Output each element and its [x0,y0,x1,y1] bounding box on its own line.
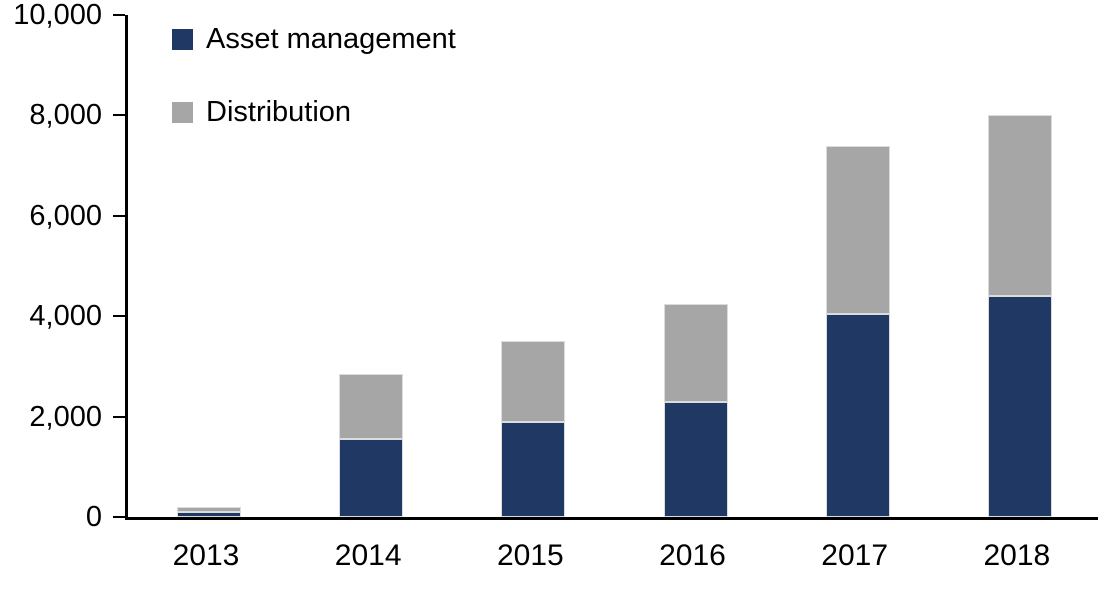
x-tick-label-2016: 2016 [659,539,726,572]
y-tick-mark [113,315,125,318]
bar-2017-distribution [825,145,890,314]
y-tick-mark [113,14,125,16]
y-tick-label: 10,000 [13,0,102,31]
bar-2015-asset-management [501,421,566,517]
x-tick-label-2014: 2014 [334,539,402,572]
legend-label-distribution: Distribution [206,96,352,128]
bar-2013-asset-management [177,511,242,517]
bar-2016-asset-management [663,401,728,517]
plot-area [125,15,1098,520]
bar-2016-distribution [663,303,728,402]
legend: Asset management Distribution [172,24,456,170]
y-tick-label: 8,000 [29,99,102,132]
bar-2015-distribution [501,341,566,422]
bar-2014-distribution [339,373,404,440]
y-tick-mark [113,415,125,418]
distribution-swatch-icon [172,101,193,123]
legend-label-asset-management: Asset management [206,23,456,55]
bar-2013-distribution [177,506,242,512]
bar-2018-asset-management [987,296,1052,517]
y-tick-mark [113,516,125,518]
y-tick-label: 2,000 [29,400,102,433]
x-tick-label-2017: 2017 [821,539,889,572]
y-tick-label: 4,000 [29,300,102,333]
y-tick-label: 0 [85,501,102,533]
y-tick-mark [113,114,125,117]
y-tick-label: 6,000 [29,199,102,232]
x-tick-label-2018: 2018 [983,539,1051,572]
legend-item-distribution: Distribution [172,97,456,127]
y-tick-mark [113,214,125,217]
x-tick-label-2015: 2015 [496,539,564,572]
asset-management-swatch-icon [172,28,193,50]
bar-2018-distribution [987,115,1052,297]
x-tick-label-2013: 2013 [172,539,240,572]
legend-item-asset-management: Asset management [172,24,456,54]
bar-2017-asset-management [825,313,890,517]
bar-2014-asset-management [339,439,404,517]
